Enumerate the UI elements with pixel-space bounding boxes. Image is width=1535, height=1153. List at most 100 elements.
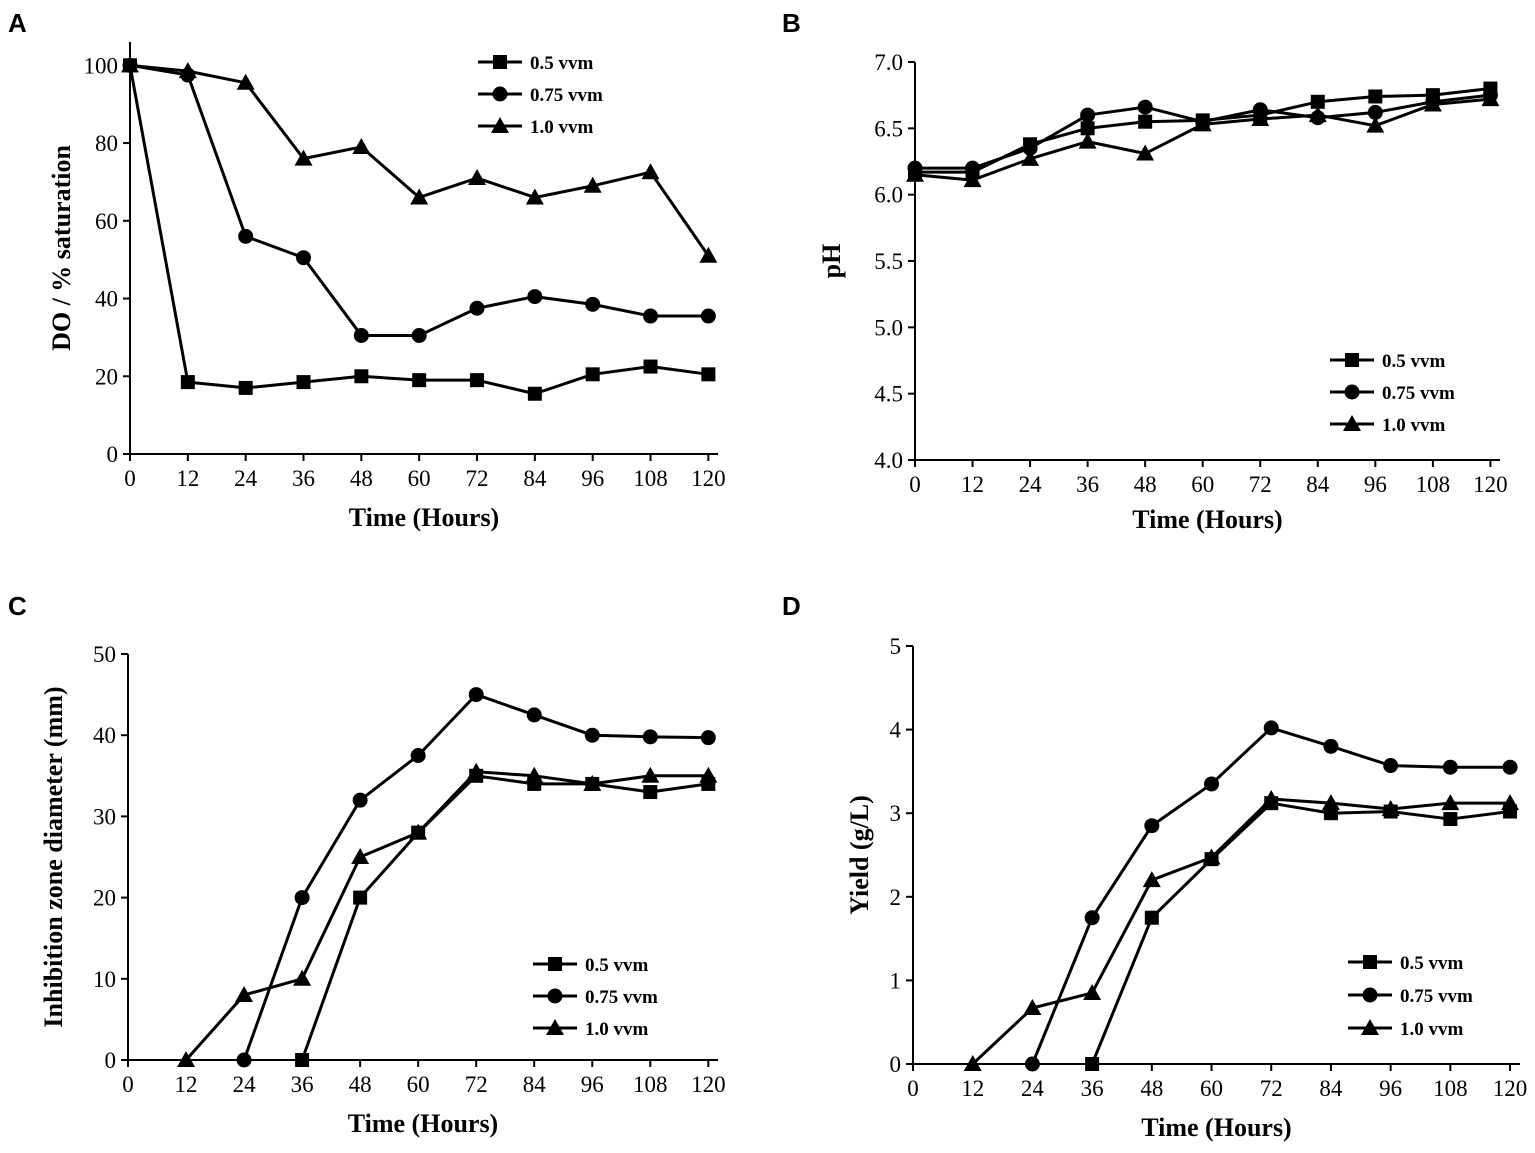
panel-d-legend-marker: [1363, 955, 1377, 969]
panel-a-x-tick-label: 84: [523, 466, 547, 491]
panel-c-x-tick-label: 96: [581, 1072, 604, 1097]
panel-a-series-3: [121, 56, 718, 263]
panel-d-data-point: [1441, 794, 1460, 811]
panel-b-data-point: [1078, 132, 1097, 149]
panel-a-legend-marker: [492, 86, 508, 102]
panel-d-data-point: [1501, 794, 1520, 811]
panel-d-series-line: [971, 797, 1511, 1066]
panel-b-series-line: [914, 97, 1491, 182]
panel-b-y-tick-label: 6.5: [874, 116, 903, 141]
panel-c-data-point: [467, 762, 486, 779]
panel-c-y-tick-label: 10: [93, 967, 116, 992]
panel-b-y-tick-label: 7.0: [874, 50, 903, 75]
panel-b-legend: 0.5 vvm 0.75 vvm 1.0 vvm: [1330, 351, 1455, 436]
panel-c-data-point: [641, 766, 660, 783]
panel-a-data-point: [525, 188, 544, 205]
panel-a-y-tick-label: 80: [95, 131, 118, 156]
panel-d-legend-marker: [1361, 1019, 1379, 1035]
panel-a-legend-marker: [493, 55, 507, 69]
panel-d-x-tick-label: 84: [1319, 1076, 1343, 1101]
panel-d-x-tick-label: 0: [907, 1076, 919, 1101]
panel-d-legend-label: 0.5 vvm: [1400, 953, 1464, 974]
panel-d-legend-label: 0.75 vvm: [1400, 986, 1473, 1007]
panel-b-x-tick-label: 36: [1076, 472, 1099, 497]
panel-c-data-point: [177, 1051, 196, 1067]
panel-b-series-2: [907, 87, 1498, 176]
panel-a-data-point: [296, 375, 311, 390]
panel-a-data-point: [527, 289, 543, 305]
panel-c-data-point: [525, 766, 544, 783]
panel-c-x-tick-label: 36: [291, 1072, 314, 1097]
panel-d-legend-marker: [1362, 987, 1378, 1003]
panel-c-x-tick-label: 72: [465, 1072, 488, 1097]
panel-d-data-point: [1085, 1057, 1100, 1071]
panel-c-data-point: [643, 785, 658, 800]
panel-b-legend-label: 1.0 vvm: [1382, 415, 1446, 436]
panel-c-series-1: [295, 768, 716, 1067]
panel-b-data-point: [1310, 94, 1325, 109]
panel-a-data-point: [583, 176, 602, 193]
panel-a-data-point: [643, 308, 659, 324]
panel-a-x-tick-label: 72: [466, 466, 489, 491]
panel-d-x-tick-label: 48: [1140, 1076, 1163, 1101]
panel-b-y-tick-label: 5.0: [874, 315, 903, 340]
panel-b-data-point: [1423, 95, 1442, 112]
panel-b-data-point: [965, 160, 981, 176]
panel-c-data-point: [353, 890, 368, 905]
panel-a-legend-label: 1.0 vvm: [530, 117, 594, 138]
panel-b-legend-marker: [1345, 353, 1359, 367]
panel-a-x-tick-label: 120: [691, 466, 726, 491]
panel-a-data-point: [353, 327, 369, 343]
panel-c-x-tick-label: 120: [691, 1072, 726, 1097]
panel-a-data-point: [121, 56, 139, 73]
panel-b-data-point: [1136, 144, 1155, 161]
panel-c-data-point: [642, 729, 658, 745]
panel-a-y-tick-label: 100: [84, 53, 119, 78]
panel-b-data-point: [1367, 104, 1383, 120]
panel-c-chart: C 0 12 24 36 48 60 72 84 96 108 120 0 10 20 30 40 50 Time …: [8, 591, 726, 1138]
panel-b-y-axis-title: pH: [817, 244, 846, 279]
panel-a-legend: 0.5 vvm 0.75 vvm 1.0 vvm: [478, 53, 603, 138]
panel-d-series-3: [963, 789, 1520, 1071]
panel-d-data-point: [1083, 983, 1102, 1000]
panel-a-chart: A 0 12 24 36 48 60 72 84 96 108 120 0 20 40 60 80 100 Time…: [8, 8, 726, 532]
panel-a-x-tick-label: 24: [234, 466, 258, 491]
panel-d-y-axis-title: Yield (g/L): [845, 795, 874, 915]
panel-d-y-tick-label: 4: [890, 718, 902, 743]
panel-d-data-point: [1442, 759, 1458, 775]
panel-a-data-point: [700, 308, 716, 324]
panel-b-data-point: [1251, 110, 1270, 127]
panel-a-data-point: [412, 373, 427, 388]
panel-c-data-point: [293, 969, 312, 986]
panel-d-legend-label: 1.0 vvm: [1400, 1019, 1464, 1040]
panel-b-data-point: [1021, 149, 1040, 166]
panel-a-data-point: [468, 169, 487, 186]
panel-c-data-point: [235, 986, 254, 1003]
panel-a-data-point: [470, 373, 485, 388]
panel-a-data-point: [643, 359, 658, 374]
panel-b-y-tick-label: 5.5: [874, 249, 903, 274]
panel-b-data-point: [1366, 116, 1385, 133]
panel-d-data-point: [1443, 812, 1458, 827]
panel-d-y-tick-label: 3: [890, 801, 902, 826]
panel-b-legend-marker: [1344, 384, 1360, 400]
panel-b-x-tick-label: 84: [1306, 472, 1330, 497]
panel-c-legend-marker: [546, 1019, 564, 1035]
panel-b-data-point: [1022, 140, 1038, 156]
panel-c-y-axis-title: Inhibition zone diameter (mm): [39, 686, 68, 1027]
panel-c-x-tick-label: 24: [233, 1072, 257, 1097]
panel-d-x-axis-title: Time (Hours): [1141, 1113, 1291, 1142]
panel-a-data-point: [411, 327, 427, 343]
panel-c-x-tick-label: 0: [122, 1072, 134, 1097]
panel-b-data-point: [1138, 114, 1153, 129]
panel-d-y-tick-label: 1: [890, 968, 902, 993]
panel-a-data-point: [180, 375, 195, 390]
panel-d-x-tick-label: 120: [1493, 1076, 1528, 1101]
panel-d-x-tick-label: 36: [1081, 1076, 1104, 1101]
panel-c-data-point: [294, 890, 310, 906]
panel-a-y-axis-title: DO / % saturation: [47, 145, 76, 351]
panel-b-data-point: [1080, 121, 1095, 136]
panel-c-y-tick-label: 40: [93, 723, 116, 748]
